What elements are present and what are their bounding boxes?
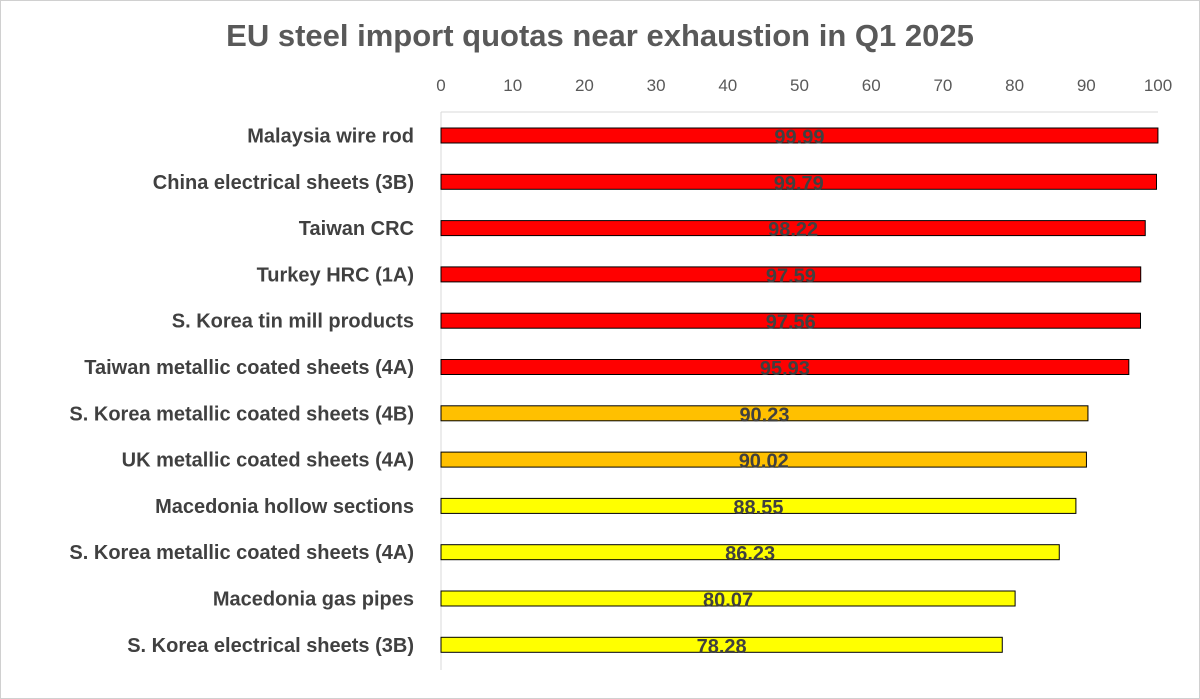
x-tick-label: 80 xyxy=(1005,76,1024,95)
data-label: 97.59 xyxy=(766,265,816,287)
bar xyxy=(440,220,1146,237)
bar xyxy=(440,266,1142,283)
x-tick-label: 100 xyxy=(1144,76,1172,95)
bar xyxy=(440,405,1089,422)
x-tick-label: 20 xyxy=(575,76,594,95)
chart-title: EU steel import quotas near exhaustion i… xyxy=(226,18,974,53)
bar xyxy=(440,173,1157,190)
bar xyxy=(440,636,1003,653)
category-label: S. Korea tin mill products xyxy=(172,311,414,333)
data-label: 90.23 xyxy=(739,404,789,426)
category-label: Macedonia gas pipes xyxy=(213,589,414,611)
category-label: Turkey HRC (1A) xyxy=(257,264,414,286)
category-label: China electrical sheets (3B) xyxy=(153,172,414,194)
x-tick-label: 90 xyxy=(1077,76,1096,95)
data-label: 98.22 xyxy=(768,219,818,241)
x-tick-label: 50 xyxy=(790,76,809,95)
data-label: 97.56 xyxy=(766,312,816,334)
category-label: S. Korea metallic coated sheets (4A) xyxy=(69,542,414,564)
bar xyxy=(440,497,1077,514)
category-label: Taiwan CRC xyxy=(299,218,414,240)
x-tick-label: 40 xyxy=(718,76,737,95)
category-label: UK metallic coated sheets (4A) xyxy=(122,450,414,472)
bar xyxy=(440,359,1130,375)
data-label: 99.99 xyxy=(774,127,824,149)
data-label: 88.55 xyxy=(733,497,783,519)
category-label: S. Korea electrical sheets (3B) xyxy=(127,635,414,657)
bar xyxy=(440,451,1087,468)
data-label: 95.93 xyxy=(760,358,810,380)
data-label: 80.07 xyxy=(703,590,753,612)
bar xyxy=(440,544,1060,561)
category-label: Taiwan metallic coated sheets (4A) xyxy=(84,357,414,379)
category-label: Malaysia wire rod xyxy=(247,126,414,148)
x-tick-label: 0 xyxy=(436,76,445,95)
data-label: 90.02 xyxy=(739,451,789,473)
x-tick-label: 70 xyxy=(933,76,952,95)
x-tick-label: 10 xyxy=(503,76,522,95)
x-tick-label: 60 xyxy=(862,76,881,95)
data-label: 86.23 xyxy=(725,543,775,565)
bar xyxy=(440,312,1142,329)
category-label: S. Korea metallic coated sheets (4B) xyxy=(69,403,414,425)
category-label: Macedonia hollow sections xyxy=(155,496,414,518)
bar xyxy=(440,590,1016,607)
bar xyxy=(440,127,1159,144)
x-tick-label: 30 xyxy=(647,76,666,95)
data-label: 78.28 xyxy=(697,636,747,658)
data-label: 99.79 xyxy=(774,173,824,195)
